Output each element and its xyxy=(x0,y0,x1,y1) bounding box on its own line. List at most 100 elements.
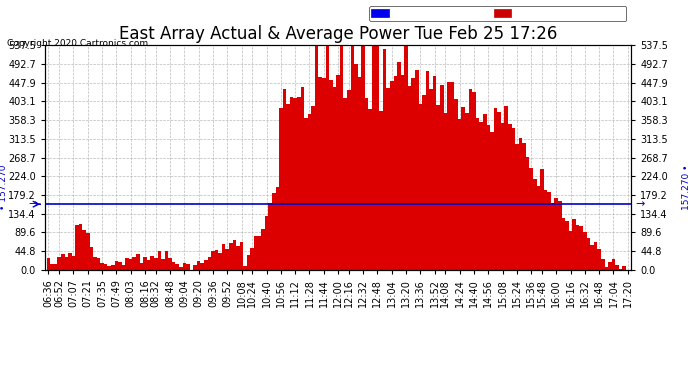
Bar xyxy=(572,219,576,270)
Bar xyxy=(108,266,111,270)
Bar xyxy=(515,144,519,270)
Bar xyxy=(444,113,447,270)
Bar xyxy=(562,218,565,270)
Bar xyxy=(57,257,61,270)
Bar xyxy=(218,253,222,270)
Bar xyxy=(465,114,469,270)
Bar xyxy=(211,251,215,270)
Bar xyxy=(129,260,132,270)
Bar xyxy=(132,257,136,270)
Bar xyxy=(458,119,462,270)
Bar xyxy=(462,107,465,270)
Bar xyxy=(365,98,368,270)
Bar xyxy=(157,251,161,270)
Bar xyxy=(586,238,590,270)
Bar xyxy=(65,256,68,270)
Bar xyxy=(483,114,486,270)
Bar xyxy=(268,202,272,270)
Bar xyxy=(172,262,175,270)
Bar xyxy=(526,157,529,270)
Bar xyxy=(90,247,93,270)
Bar xyxy=(175,264,179,270)
Bar xyxy=(583,232,586,270)
Bar xyxy=(283,89,286,270)
Bar xyxy=(340,45,344,270)
Bar xyxy=(347,90,351,270)
Bar xyxy=(358,77,362,270)
Bar xyxy=(522,144,526,270)
Bar xyxy=(390,81,393,270)
Bar xyxy=(486,125,490,270)
Bar xyxy=(555,198,558,270)
Bar xyxy=(362,45,365,270)
Legend: Average  (DC Watts), East Array  (DC Watts): Average (DC Watts), East Array (DC Watts… xyxy=(369,6,627,21)
Bar xyxy=(615,265,619,270)
Bar xyxy=(308,114,311,270)
Bar xyxy=(351,46,354,270)
Bar xyxy=(72,256,75,270)
Bar xyxy=(86,233,90,270)
Bar xyxy=(193,265,197,270)
Bar xyxy=(411,78,415,270)
Bar xyxy=(61,254,65,270)
Bar xyxy=(272,193,275,270)
Bar xyxy=(386,88,390,270)
Bar xyxy=(493,108,497,270)
Bar xyxy=(115,261,118,270)
Bar xyxy=(580,226,583,270)
Bar xyxy=(79,224,82,270)
Bar xyxy=(508,124,511,270)
Bar xyxy=(111,265,115,270)
Bar xyxy=(547,192,551,270)
Bar xyxy=(336,75,340,270)
Bar xyxy=(244,266,247,270)
Bar xyxy=(329,80,333,270)
Bar xyxy=(222,244,226,270)
Bar xyxy=(565,221,569,270)
Text: 157.270 •: 157.270 • xyxy=(682,165,690,210)
Bar xyxy=(75,225,79,270)
Bar xyxy=(215,249,218,270)
Bar xyxy=(608,262,611,270)
Bar xyxy=(501,123,504,270)
Bar xyxy=(165,251,168,270)
Bar xyxy=(419,104,422,270)
Bar xyxy=(311,106,315,270)
Bar xyxy=(601,259,604,270)
Bar xyxy=(229,243,233,270)
Bar xyxy=(454,99,458,270)
Bar xyxy=(47,258,50,270)
Bar xyxy=(569,231,572,270)
Bar xyxy=(136,254,139,270)
Bar xyxy=(93,257,97,270)
Bar xyxy=(408,86,411,270)
Bar xyxy=(404,46,408,270)
Bar xyxy=(598,249,601,270)
Bar xyxy=(415,69,419,270)
Bar xyxy=(497,112,501,270)
Bar xyxy=(604,267,608,270)
Text: Copyright 2020 Cartronics.com: Copyright 2020 Cartronics.com xyxy=(7,39,148,48)
Bar xyxy=(254,237,257,270)
Bar xyxy=(519,138,522,270)
Bar xyxy=(126,258,129,270)
Bar xyxy=(250,248,254,270)
Bar xyxy=(293,98,297,270)
Bar xyxy=(50,264,54,270)
Bar xyxy=(154,258,157,270)
Bar xyxy=(233,240,236,270)
Bar xyxy=(121,266,126,270)
Bar xyxy=(279,108,283,270)
Title: East Array Actual & Average Power Tue Feb 25 17:26: East Array Actual & Average Power Tue Fe… xyxy=(119,26,558,44)
Bar xyxy=(186,264,190,270)
Bar xyxy=(257,236,262,270)
Bar xyxy=(139,263,144,270)
Bar xyxy=(333,87,336,270)
Bar xyxy=(118,261,121,270)
Bar xyxy=(318,76,322,270)
Bar xyxy=(504,106,508,270)
Bar xyxy=(100,263,104,270)
Bar xyxy=(226,249,229,270)
Bar xyxy=(322,78,326,270)
Text: →: → xyxy=(635,199,644,209)
